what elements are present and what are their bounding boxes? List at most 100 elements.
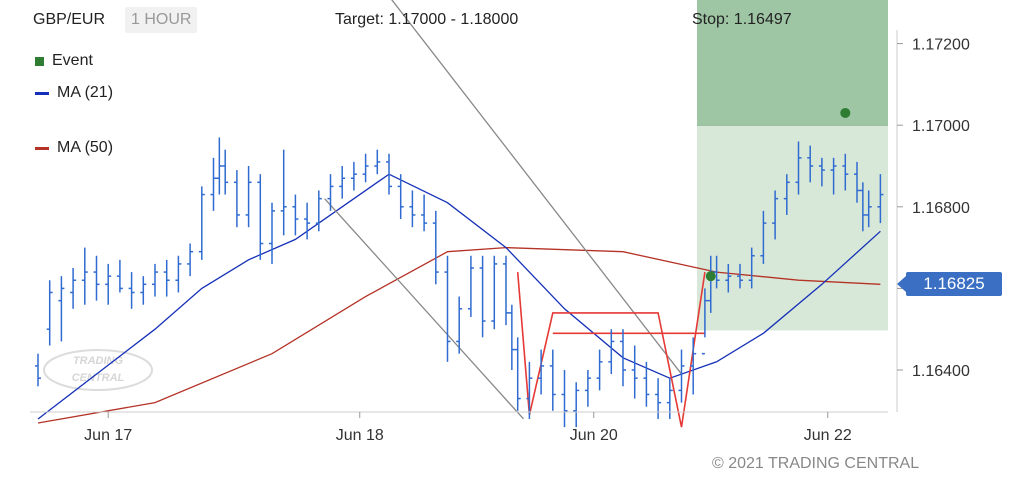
ohlc-bar [105, 263, 112, 305]
interval-button[interactable]: 1 HOUR [125, 7, 198, 33]
ohlc-bar [643, 361, 650, 407]
ohlc-bar [81, 247, 88, 305]
target-zone [697, 0, 888, 126]
x-tick-label: Jun 18 [336, 427, 384, 444]
ohlc-bar [409, 190, 416, 228]
legend-ma21-label: MA (21) [57, 84, 114, 101]
target-label: Target: 1.17000 - 1.18000 [335, 11, 519, 28]
ohlc-bar [854, 161, 860, 203]
ohlc-bar [631, 345, 638, 399]
ohlc-bar [859, 182, 866, 232]
x-axis: Jun 17 Jun 18 Jun 20 Jun 22 [30, 411, 888, 444]
legend-event: Event [35, 52, 93, 70]
ohlc-bar [526, 361, 533, 419]
ohlc-bar [573, 382, 580, 428]
ohlc-bar [737, 263, 743, 289]
ohlc-bar [865, 190, 872, 228]
ohlc-bar [596, 349, 603, 391]
ohlc-bar [315, 190, 322, 232]
ohlc-bar [128, 272, 135, 309]
ohlc-bar [257, 174, 264, 260]
ohlc-bar [678, 349, 685, 403]
ohlc-bar [479, 255, 486, 338]
ohlc-bar [93, 255, 100, 301]
ohlc-bar [701, 288, 708, 355]
watermark: TRADING CENTRAL [43, 349, 153, 391]
ohlc-bar [456, 296, 463, 354]
ohlc-bar [140, 276, 147, 305]
ohlc-bar [503, 255, 509, 326]
legend-ma50: MA (50) [35, 139, 113, 157]
watermark-line1: TRADING [73, 355, 124, 367]
event-markers [705, 107, 851, 282]
ohlc-bar [292, 194, 299, 236]
ohlc-bar [842, 153, 849, 191]
ohlc-bar [386, 153, 392, 195]
ohlc-bar [713, 255, 720, 289]
ohlc-bar [538, 349, 545, 395]
last-price-badge: 1.16825 [897, 272, 1002, 296]
channel-line [324, 198, 525, 420]
ohlc-bar [116, 259, 123, 293]
ohlc-bar [152, 263, 158, 297]
ohlc-bar [163, 259, 170, 297]
ohlc-bar [772, 190, 779, 240]
ohlc-bar [350, 161, 357, 191]
ohlc-bar [421, 194, 428, 232]
pattern-lines [324, 0, 706, 428]
ohlc-bar [233, 170, 240, 228]
ohlc-bar [748, 247, 755, 289]
y-axis: 1.164001.166001.168001.170001.172001.174… [896, 30, 970, 412]
ohlc-bar [561, 370, 568, 428]
ohlc-bar [508, 304, 515, 370]
ohlc-bar [175, 255, 182, 293]
ohlc-bar [327, 174, 334, 211]
legend-ma21: MA (21) [35, 84, 113, 102]
ohlc-bar [269, 202, 275, 264]
ohlc-bar [432, 210, 439, 285]
symbol-label: GBP/EUR [33, 11, 106, 28]
price-bars [35, 137, 884, 428]
legend-ma50-label: MA (50) [57, 139, 114, 156]
y-tick-label: 1.17200 [912, 37, 970, 54]
ohlc-bar [198, 186, 205, 260]
ohlc-bar [877, 174, 884, 224]
channel-line [391, 0, 683, 375]
moving-averages [37, 173, 881, 424]
ohlc-bar [725, 263, 732, 293]
ohlc-bar [783, 174, 790, 215]
ohlc-bar [46, 280, 53, 346]
ma21-line [37, 173, 881, 420]
ohlc-bar [690, 337, 697, 395]
ohlc-bar [70, 268, 77, 309]
x-tick-label: Jun 20 [570, 427, 618, 444]
y-tick-label: 1.17000 [912, 118, 970, 135]
x-tick-label: Jun 17 [84, 427, 132, 444]
ohlc-bar [222, 149, 229, 195]
ohlc-bar [58, 276, 65, 342]
ohlc-bar [444, 255, 451, 362]
ohlc-bar [655, 378, 662, 419]
pattern-line [516, 271, 706, 428]
ohlc-bar [374, 149, 381, 175]
watermark-ellipse [43, 349, 153, 391]
watermark-line2: CENTRAL [72, 372, 125, 384]
ohlc-bar [549, 349, 556, 411]
ohlc-bar [830, 157, 837, 195]
ohlc-bar [35, 353, 41, 387]
y-tick-label: 1.16400 [912, 363, 970, 380]
ohlc-bar [795, 141, 802, 195]
legend-ma21-swatch [35, 91, 49, 95]
legend-event-swatch [35, 56, 44, 66]
ohlc-bar [514, 337, 521, 411]
ohlc-bar [397, 174, 404, 220]
stop-label: Stop: 1.16497 [692, 11, 792, 28]
ohlc-bar [620, 329, 626, 387]
ohlc-bar [807, 145, 814, 183]
event-marker [705, 271, 716, 282]
ohlc-bar [362, 153, 369, 183]
ohlc-bar [187, 243, 194, 277]
legend-ma50-swatch [35, 146, 49, 150]
legend-event-label: Event [52, 52, 93, 69]
